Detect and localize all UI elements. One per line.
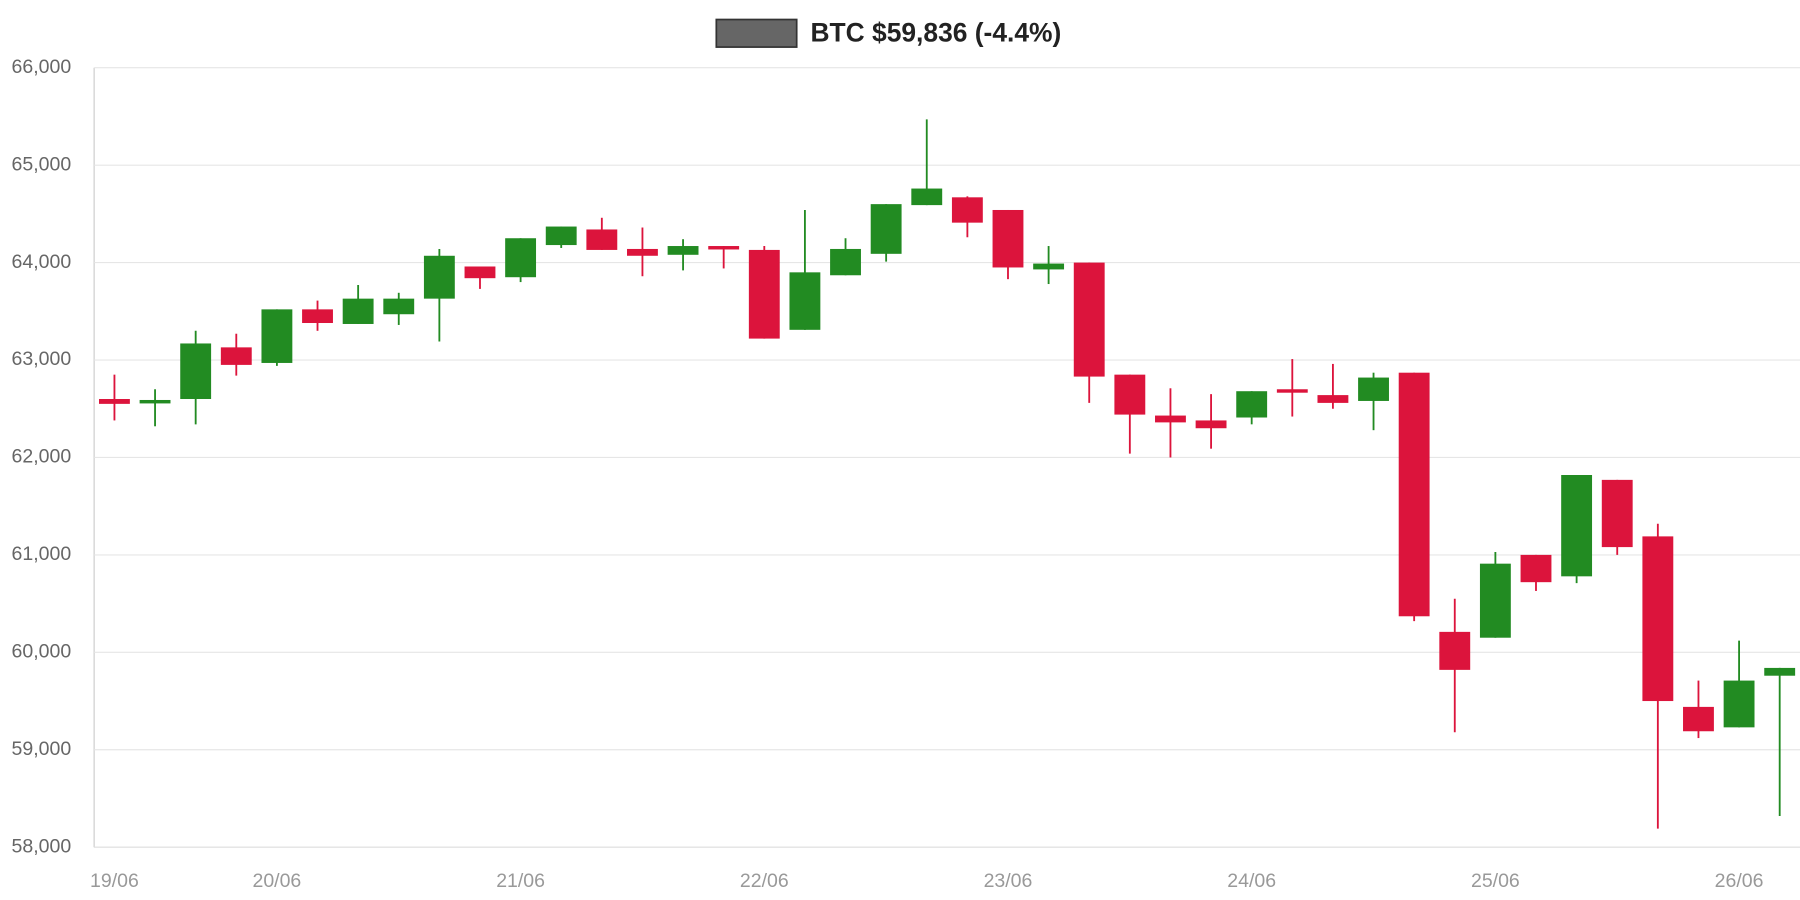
candle-body <box>748 249 780 339</box>
candle-body <box>1358 377 1389 401</box>
y-tick-label: 61,000 <box>12 543 72 565</box>
candle-body <box>1683 706 1714 732</box>
candle-body <box>505 238 537 278</box>
candle-body <box>220 347 252 365</box>
candle-body <box>261 309 293 363</box>
y-tick-label: 63,000 <box>12 348 72 370</box>
x-tick-label: 20/06 <box>252 870 301 892</box>
candle-body <box>383 298 415 315</box>
candle-body <box>1764 667 1796 676</box>
candle-body <box>667 246 699 255</box>
x-tick-label: 24/06 <box>1227 870 1276 892</box>
y-tick-label: 62,000 <box>12 446 72 468</box>
x-tick-label: 23/06 <box>984 870 1033 892</box>
candle-body <box>627 248 658 256</box>
candle-body <box>180 343 212 400</box>
x-tick-label: 22/06 <box>740 870 789 892</box>
candle-body <box>1561 474 1593 577</box>
candle-body <box>708 246 740 250</box>
x-tick-label: 25/06 <box>1471 870 1520 892</box>
candle-body <box>423 255 455 299</box>
candle-body <box>302 309 333 324</box>
candle-body <box>1479 563 1511 638</box>
candle-body <box>911 188 943 206</box>
candle-body <box>951 197 983 223</box>
candle-body <box>1601 479 1633 548</box>
candle-body <box>1439 631 1471 670</box>
candle-body <box>1033 263 1065 270</box>
candle-body <box>545 226 577 246</box>
candle-body <box>586 229 618 250</box>
candle-body <box>464 266 496 279</box>
y-tick-label: 65,000 <box>12 153 72 175</box>
y-tick-label: 60,000 <box>12 640 72 662</box>
x-tick-label: 21/06 <box>496 870 545 892</box>
candle-body <box>1398 372 1430 617</box>
candle-body <box>789 272 821 330</box>
legend-swatch[interactable] <box>715 18 798 48</box>
candle-body <box>1642 536 1674 702</box>
x-tick-label: 19/06 <box>90 870 139 892</box>
candle-body <box>139 399 171 404</box>
candle-body <box>870 204 902 254</box>
candle-body <box>1317 395 1349 403</box>
candle-body <box>342 298 374 324</box>
candle-body <box>1195 420 1227 429</box>
candle-body <box>830 248 861 276</box>
candle-body <box>1276 389 1308 393</box>
y-tick-label: 59,000 <box>12 738 72 760</box>
candle-body <box>1236 391 1268 418</box>
candle-body <box>1073 262 1105 377</box>
y-tick-label: 64,000 <box>12 251 72 273</box>
candle-body <box>992 209 1024 268</box>
legend-label[interactable]: BTC $59,836 (-4.4%) <box>810 17 1061 47</box>
candle-body <box>1520 554 1552 583</box>
candle-body <box>1155 415 1186 423</box>
candle-body <box>1114 374 1146 415</box>
candle-body <box>99 399 130 404</box>
x-tick-label: 26/06 <box>1715 870 1764 892</box>
y-tick-label: 66,000 <box>12 56 72 78</box>
y-tick-label: 58,000 <box>12 835 72 857</box>
candle-body <box>1723 680 1755 728</box>
